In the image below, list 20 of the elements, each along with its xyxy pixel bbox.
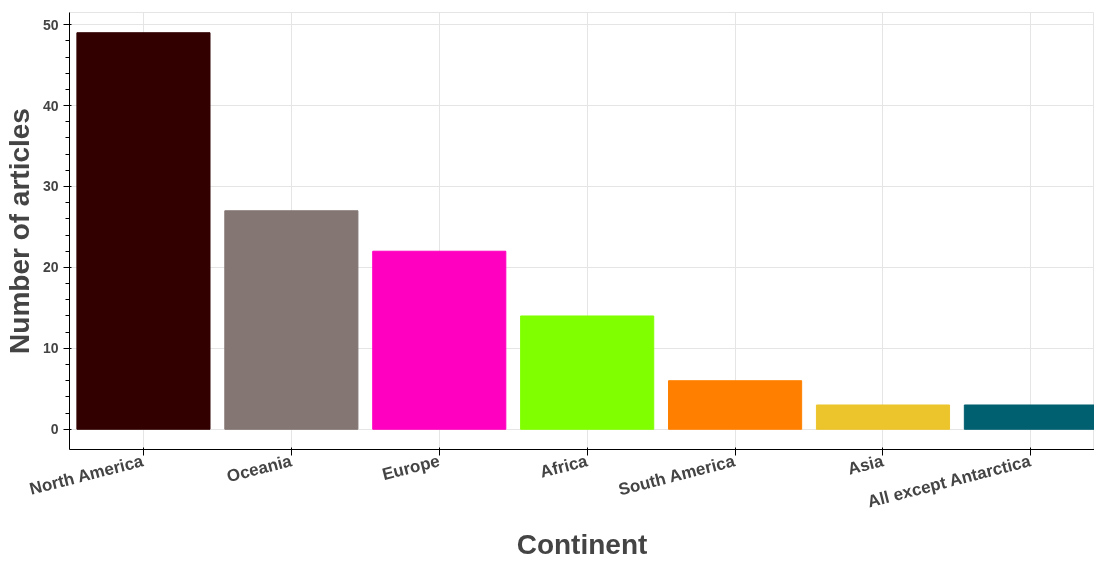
x-tick-label: Asia xyxy=(845,451,886,479)
bar xyxy=(372,250,507,430)
bar xyxy=(76,32,211,430)
x-tick-label: Oceania xyxy=(224,451,295,487)
y-tick-label: 50 xyxy=(42,16,59,33)
y-tick-label: 40 xyxy=(42,97,59,114)
x-tick-label: Europe xyxy=(380,451,442,485)
bar xyxy=(520,315,655,430)
y-tick-label: 0 xyxy=(50,421,59,438)
bar xyxy=(224,210,359,430)
x-tick-label: North America xyxy=(27,451,146,499)
x-tick-label: Africa xyxy=(538,451,591,482)
y-axis-title: Number of articles xyxy=(3,108,35,354)
y-tick-label: 20 xyxy=(42,259,59,276)
x-axis-title: Continent xyxy=(516,528,648,560)
y-tick-label: 30 xyxy=(42,178,59,195)
x-tick-label: South America xyxy=(616,451,738,500)
bar xyxy=(815,404,951,430)
y-tick-label: 10 xyxy=(42,340,59,357)
bar xyxy=(668,380,803,430)
